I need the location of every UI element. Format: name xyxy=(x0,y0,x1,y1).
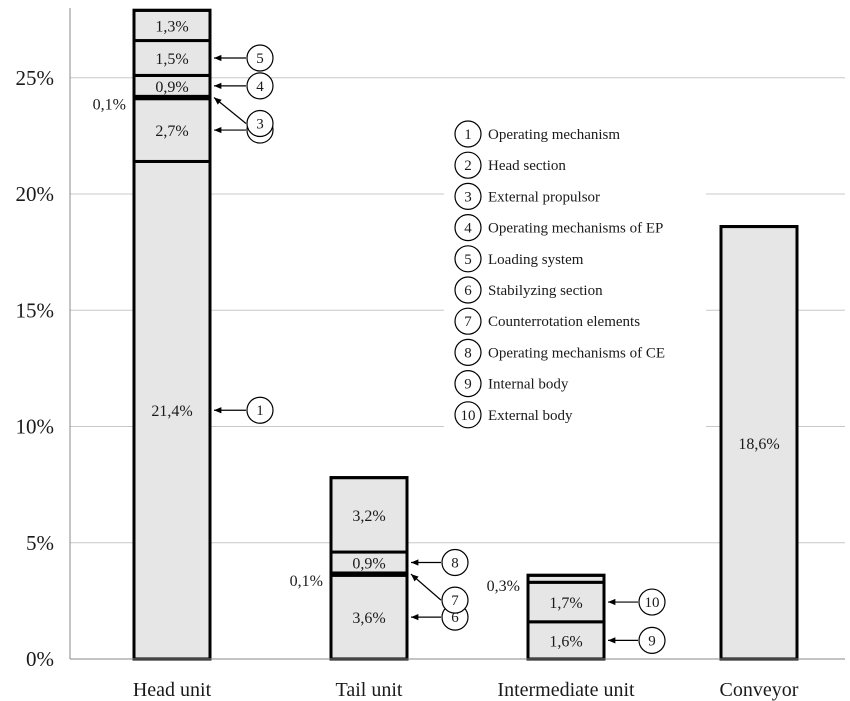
marker-arrow-head xyxy=(214,126,222,134)
segment-value-label: 1,7% xyxy=(549,595,582,612)
legend-number-circle xyxy=(454,245,482,273)
legend-entry-label: Counterrotation elements xyxy=(488,314,640,330)
marker-number: 10 xyxy=(645,595,660,611)
marker-circle xyxy=(638,626,666,655)
legend-number: 2 xyxy=(464,158,472,174)
legend-number: 4 xyxy=(464,221,472,237)
marker-arrow-head xyxy=(411,574,419,582)
legend-entry-label: Operating mechanisms of CE xyxy=(488,345,665,361)
marker-circle xyxy=(246,109,274,138)
legend-entry-label: Head section xyxy=(488,158,566,174)
legend-number-circle xyxy=(454,120,482,148)
segment-value-label: 0,1% xyxy=(93,97,126,114)
legend-number-circle xyxy=(454,338,482,366)
marker-circle xyxy=(246,396,274,424)
legend-entry-label: External body xyxy=(488,408,573,424)
legend-number: 6 xyxy=(464,283,472,299)
y-tick-label: 25% xyxy=(16,66,55,90)
legend-background xyxy=(444,112,706,440)
segment-markers: 12345678910 xyxy=(213,44,666,655)
y-axis: 0% 5% 10% 15% 20% 25% xyxy=(16,8,71,671)
bar-segment xyxy=(132,97,212,163)
legend-entry-label: External propulsor xyxy=(488,189,600,205)
legend-number: 10 xyxy=(461,408,476,424)
legend: 1 Operating mechanism 2 Head section 3 Extern… xyxy=(444,112,706,440)
legend-number: 7 xyxy=(464,314,472,330)
y-tick-label: 10% xyxy=(16,415,55,439)
legend-entry-label: Stabilyzing section xyxy=(488,283,603,299)
legend-entry-label: Loading system xyxy=(488,252,584,268)
marker-circle xyxy=(638,588,666,616)
marker-arrow-head xyxy=(608,598,616,606)
marker-number: 1 xyxy=(256,403,264,419)
legend-number: 8 xyxy=(464,345,472,361)
legend-number-circle xyxy=(454,370,482,398)
legend-number: 9 xyxy=(464,377,472,393)
legend-number: 5 xyxy=(464,252,472,268)
y-tick-label: 20% xyxy=(16,182,55,206)
segment-value-label: 0,9% xyxy=(155,79,188,96)
marker-number: 3 xyxy=(256,117,264,133)
y-tick-label: 0% xyxy=(26,647,54,671)
marker-circle xyxy=(246,44,274,72)
marker-circle xyxy=(246,72,274,100)
legend-entry-label: Operating mechanism xyxy=(488,127,620,143)
segment-value-label: 0,9% xyxy=(352,556,385,573)
marker-number: 6 xyxy=(451,610,459,626)
marker-arrow-head xyxy=(214,407,222,414)
y-tick-label: 5% xyxy=(26,531,54,555)
legend-number-circle xyxy=(454,401,482,429)
marker-arrow-head xyxy=(214,82,222,90)
marker-number: 4 xyxy=(256,79,264,95)
legend-number-circle xyxy=(454,307,482,335)
marker-arrow-head xyxy=(214,54,222,62)
legend-entry-label: Internal body xyxy=(488,377,569,393)
marker-number: 5 xyxy=(256,51,264,67)
marker-circle xyxy=(441,548,469,577)
legend-number-circle xyxy=(454,276,482,304)
segment-value-label: 1,3% xyxy=(155,18,188,35)
x-category-label: Conveyor xyxy=(720,679,799,701)
legend-number-circle xyxy=(454,151,482,179)
legend-number-circle xyxy=(454,182,482,210)
marker-number: 8 xyxy=(451,556,459,572)
marker-arrow-head xyxy=(411,559,419,566)
bars: 21,4% 2,7% 0,1% 0,9% 1,5% 1,3% 3,6% 0,1% 0,9% 3,2… xyxy=(93,8,799,661)
x-category-label: Tail unit xyxy=(336,679,403,701)
y-tick-label: 15% xyxy=(16,298,55,322)
segment-value-label: 1,5% xyxy=(155,51,188,68)
marker-number: 7 xyxy=(451,593,459,609)
legend-number: 3 xyxy=(464,189,472,205)
segment-value-label: 18,6% xyxy=(738,436,779,453)
marker-arrow-head xyxy=(608,637,616,644)
legend-number: 1 xyxy=(464,127,472,143)
segment-value-label: 2,7% xyxy=(155,123,188,140)
segment-value-label: 1,6% xyxy=(549,633,582,650)
x-category-label: Intermediate unit xyxy=(497,679,635,701)
legend-entry-label: Operating mechanisms of EP xyxy=(488,221,663,237)
marker-number: 9 xyxy=(648,633,656,649)
legend-number-circle xyxy=(454,214,482,242)
marker-arrow-head xyxy=(214,97,222,105)
segment-value-label: 3,2% xyxy=(352,508,385,525)
x-category-label: Head unit xyxy=(133,679,212,701)
segment-value-label: 3,6% xyxy=(352,610,385,627)
marker-arrow-head xyxy=(411,614,419,621)
marker-circle xyxy=(441,586,469,614)
bar-segment xyxy=(719,225,799,661)
segment-value-label: 0,3% xyxy=(487,578,520,595)
x-axis: Head unit Tail unit Intermediate unit Conve… xyxy=(70,658,845,701)
segment-value-label: 21,4% xyxy=(151,403,192,420)
segment-value-label: 0,1% xyxy=(290,573,323,590)
